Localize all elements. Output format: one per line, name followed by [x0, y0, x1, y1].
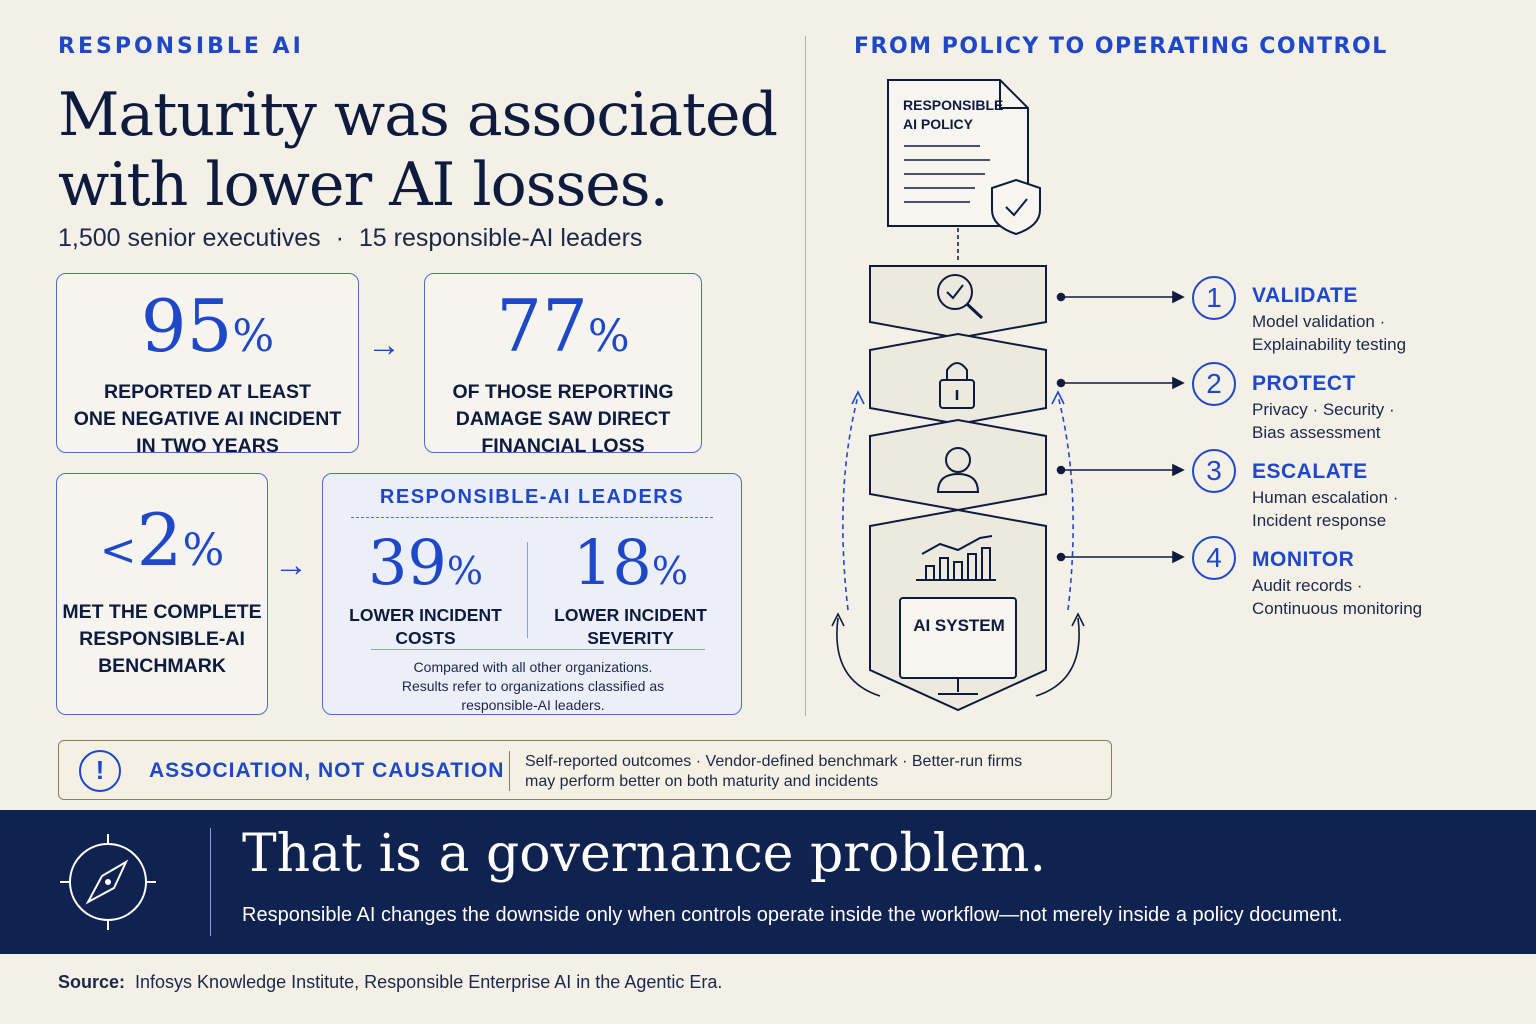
step-desc-monitor: Audit records · Continuous monitoring — [1252, 576, 1423, 618]
policy-label: RESPONSIBLE AI POLICY — [903, 97, 1004, 132]
leaders-title: RESPONSIBLE-AI LEADERS — [379, 486, 685, 508]
stat-value-77: 77% — [496, 284, 630, 368]
step-title-validate: VALIDATE — [1252, 284, 1358, 307]
step-number-3: 3 — [1192, 449, 1236, 493]
monitor-icon — [899, 597, 1017, 679]
step-desc-escalate: Human escalation · Incident response — [1252, 488, 1399, 530]
step-desc-validate: Model validation · Explainability testing — [1252, 312, 1407, 354]
leaders-stat-severity: 18% Lower incident severity — [554, 526, 707, 649]
banner-subtitle: Responsible AI changes the downside only… — [242, 904, 1343, 926]
subline-executives: 1,500 senior executives — [58, 224, 321, 252]
conclusion-banner: That is a governance problem. Responsibl… — [0, 810, 1536, 954]
step-number-1: 1 — [1192, 276, 1236, 320]
subline-leaders: 15 responsible-AI leaders — [358, 224, 643, 252]
headline-line-2: with lower AI losses. — [58, 150, 669, 220]
leaders-divider — [351, 517, 713, 518]
arrow-right-icon: → — [274, 546, 308, 584]
ai-system-label: AI SYSTEM — [913, 616, 1005, 635]
leaders-card: RESPONSIBLE-AI LEADERS 39% Lower inciden… — [322, 473, 742, 715]
stat-value-95: 95% — [140, 284, 275, 368]
caution-text: Self-reported outcomes · Vendor-defined … — [525, 753, 1023, 790]
page-headline: Maturity was associated with lower AI lo… — [58, 80, 798, 220]
person-icon — [945, 447, 971, 473]
caution-title: ASSOCIATION, NOT CAUSATION — [149, 759, 505, 782]
validate-layer — [869, 265, 1047, 340]
magnifier-check-icon — [937, 274, 973, 310]
source-label: Source: — [58, 972, 126, 992]
banner-divider — [210, 828, 211, 936]
step-title-escalate: ESCALATE — [1252, 460, 1368, 483]
stat-card-95: 95% Reported at least one negative AI inc… — [56, 273, 359, 457]
shield-check-icon — [991, 178, 1041, 236]
stat-card-2: <2% Met the complete responsible-AI benchm… — [56, 473, 268, 715]
caution-divider — [509, 751, 510, 791]
leaders-note-divider — [371, 649, 705, 650]
column-divider — [805, 36, 806, 716]
step-title-monitor: MONITOR — [1252, 548, 1355, 571]
subline-separator: · — [335, 224, 344, 252]
stat-label-95: Reported at least one negative AI inciden… — [73, 381, 342, 457]
leaders-stat-costs: 39% Lower incident costs — [349, 526, 502, 649]
section-eyebrow: RESPONSIBLE AI — [58, 34, 304, 59]
step-number-4: 4 — [1192, 536, 1236, 580]
step-title-protect: PROTECT — [1252, 372, 1356, 395]
stat-label-77: Of those reporting damage saw direct finan… — [452, 381, 674, 457]
escalate-layer — [869, 418, 1047, 512]
leaders-note: Compared with all other organizations. Re… — [401, 659, 665, 713]
exclamation-icon: ! — [79, 750, 121, 792]
headline-line-1: Maturity was associated — [58, 80, 778, 150]
right-eyebrow: FROM POLICY TO OPERATING CONTROL — [854, 34, 1388, 59]
banner-title: That is a governance problem. — [242, 824, 1046, 884]
page-subline: 1,500 senior executives · 15 responsible… — [58, 224, 642, 253]
leaders-vertical-divider — [527, 542, 528, 638]
stat-value-2: <2% — [99, 498, 225, 582]
source-line: Source: Infosys Knowledge Institute, Resp… — [58, 972, 722, 993]
padlock-icon — [939, 379, 975, 409]
stat-label-2: Met the complete responsible-AI benchmark — [62, 601, 262, 677]
control-stack-diagram — [831, 79, 1085, 712]
compass-icon — [60, 834, 156, 930]
step-number-2: 2 — [1192, 362, 1236, 406]
causation-caution: ! ASSOCIATION, NOT CAUSATION Self-report… — [58, 740, 1112, 800]
connector-arrows — [1056, 290, 1185, 564]
source-text: Infosys Knowledge Institute, Responsible… — [135, 972, 723, 992]
stat-card-77: 77% Of those reporting damage saw direct f… — [424, 273, 702, 457]
arrow-right-icon: → — [367, 326, 401, 364]
step-desc-protect: Privacy · Security · Bias assessment — [1252, 400, 1395, 442]
chart-icon — [916, 535, 996, 581]
